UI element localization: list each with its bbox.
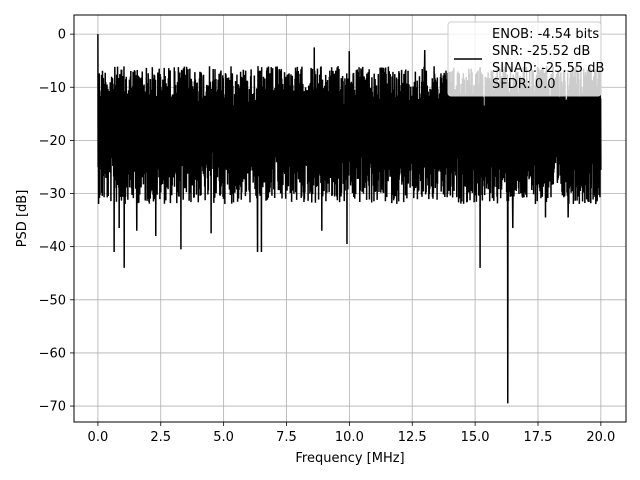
ticks: 0.0 2.5 5.0 7.5 10.0 12.5 15.0 17.5 20.0 0 −10 −20 −… [39,28,616,445]
y-axis-label: PSD [dB] [15,190,30,248]
x-tick-label: 15.0 [461,430,490,445]
series [97,34,602,404]
x-tick-label: 10.0 [335,430,364,445]
y-tick-label: −20 [39,134,66,149]
plot-frame [73,14,627,423]
x-tick-label: 2.5 [150,430,171,445]
legend-entry-snr: SNR: -25.52 dB [492,44,590,59]
legend: ENOB: -4.54 bits SNR: -25.52 dB SINAD: -… [447,21,604,97]
y-tick-label: −50 [39,293,66,308]
x-tick-label: 0.0 [88,430,109,445]
psd-series-line [97,34,602,404]
x-tick-label: 20.0 [586,430,615,445]
x-axis-label: Frequency [MHz] [295,451,404,466]
y-tick-label: −10 [39,81,66,96]
y-tick-label: −70 [39,400,66,415]
x-tick-label: 5.0 [213,430,234,445]
legend-entry-enob: ENOB: -4.54 bits [492,27,599,42]
legend-entry-sfdr: SFDR: 0.0 [492,77,556,92]
y-tick-label: −60 [39,346,66,361]
x-tick-label: 12.5 [398,430,427,445]
y-tick-label: −40 [39,240,66,255]
y-tick-label: 0 [58,28,66,43]
x-tick-label: 7.5 [276,430,297,445]
x-tick-label: 17.5 [524,430,553,445]
legend-box [447,21,602,97]
legend-entry-sinad: SINAD: -25.55 dB [492,61,604,76]
y-tick-label: −30 [39,187,66,202]
